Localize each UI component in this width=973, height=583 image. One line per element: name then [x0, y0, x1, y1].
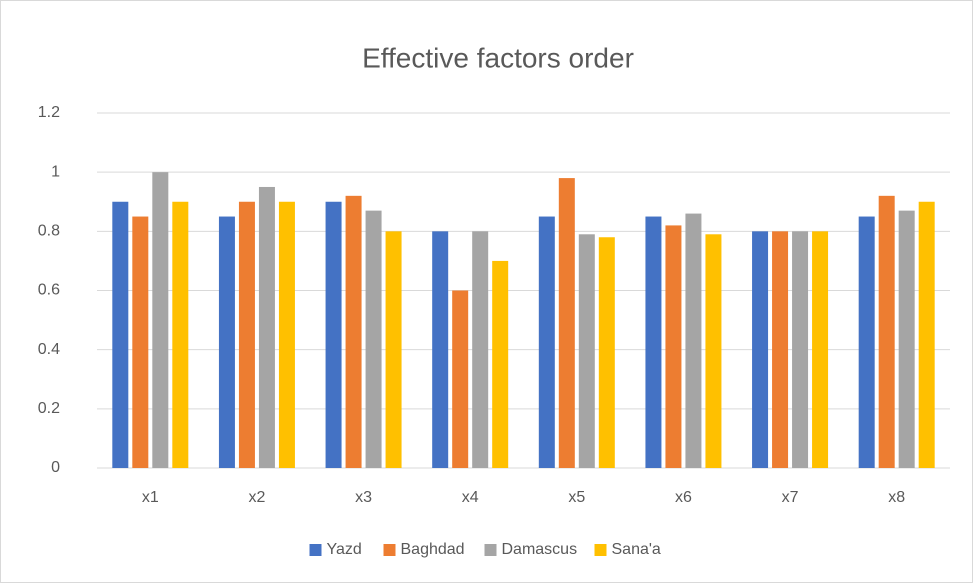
bar — [365, 210, 382, 468]
bar — [492, 260, 509, 468]
x-tick-label: x6 — [675, 489, 692, 506]
legend-swatch — [309, 544, 322, 556]
x-tick-label: x7 — [782, 489, 799, 506]
bar — [812, 231, 829, 468]
bar — [598, 237, 615, 468]
legend-label: Yazd — [327, 541, 362, 558]
legend-label: Baghdad — [401, 541, 465, 558]
bar — [772, 231, 789, 468]
y-tick-label: 1 — [51, 163, 60, 180]
y-tick-label: 0 — [51, 459, 60, 476]
bar — [238, 201, 255, 468]
bar — [472, 231, 489, 468]
bar — [792, 231, 809, 468]
bar — [172, 201, 189, 468]
y-tick-label: 1.2 — [38, 104, 60, 121]
bar — [345, 195, 362, 469]
y-tick-label: 0.4 — [38, 341, 60, 358]
x-tick-label: x1 — [142, 489, 159, 506]
x-tick-label: x8 — [888, 489, 905, 506]
bar — [278, 201, 295, 468]
bar — [752, 231, 769, 468]
bar — [878, 195, 895, 469]
bar — [538, 216, 555, 468]
legend-label: Damascus — [502, 541, 578, 558]
y-tick-label: 0.2 — [38, 400, 60, 417]
bar — [325, 201, 342, 468]
x-tick-label: x4 — [462, 489, 479, 506]
bar — [112, 201, 129, 468]
bar — [685, 213, 702, 468]
bar — [385, 231, 402, 468]
bar — [858, 216, 875, 468]
legend-label: Sana'a — [612, 541, 661, 558]
x-tick-label: x2 — [248, 489, 265, 506]
bar — [432, 231, 449, 468]
bar — [218, 216, 235, 468]
bar — [918, 201, 935, 468]
bar — [558, 178, 575, 469]
bar — [258, 186, 275, 469]
legend-swatch — [484, 544, 497, 556]
bar — [645, 216, 662, 468]
bar — [898, 210, 915, 468]
chart-title: Effective factors order — [362, 42, 634, 73]
bar — [705, 234, 722, 468]
bar — [152, 172, 169, 468]
y-tick-label: 0.8 — [38, 223, 60, 240]
bar — [132, 216, 149, 468]
x-tick-label: x3 — [355, 489, 372, 506]
x-tick-label: x5 — [568, 489, 585, 506]
legend-swatch — [594, 544, 607, 556]
bar — [665, 225, 682, 468]
bar — [452, 290, 469, 468]
bar — [578, 234, 595, 468]
y-tick-label: 0.6 — [38, 282, 60, 299]
legend-swatch — [383, 544, 396, 556]
